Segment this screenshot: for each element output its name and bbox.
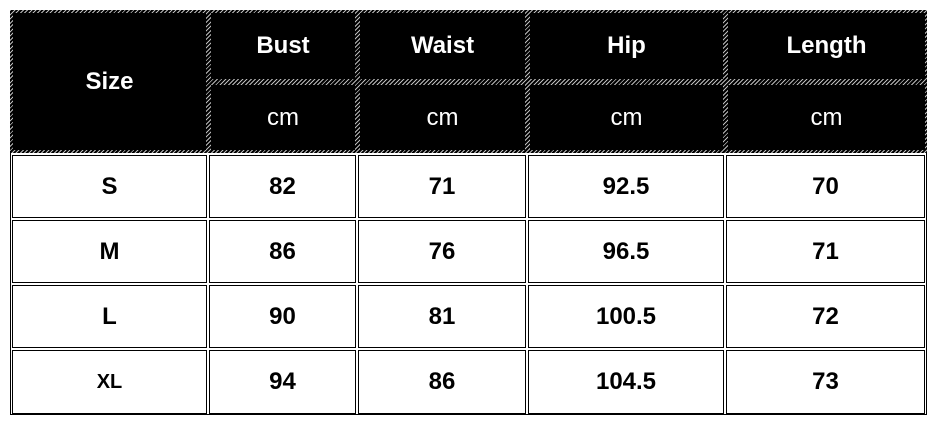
- value-cell: 73: [726, 350, 925, 414]
- size-cell: XL: [12, 350, 207, 414]
- size-cell: M: [12, 220, 207, 283]
- value-cell: 94: [209, 350, 356, 414]
- value-cell: 71: [726, 220, 925, 283]
- value-cell: 100.5: [528, 285, 724, 348]
- header-unit: cm: [211, 85, 355, 150]
- value-cell: 82: [209, 155, 356, 218]
- value-cell: 70: [726, 155, 925, 218]
- header-bust: Bust: [211, 13, 355, 79]
- size-cell: S: [12, 155, 207, 218]
- header-size: Size: [13, 13, 206, 150]
- header-unit: cm: [360, 85, 525, 150]
- value-cell: 81: [358, 285, 526, 348]
- header-hip: Hip: [530, 13, 723, 79]
- header-unit: cm: [728, 85, 925, 150]
- value-cell: 90: [209, 285, 356, 348]
- value-cell: 76: [358, 220, 526, 283]
- value-cell: 71: [358, 155, 526, 218]
- value-cell: 86: [209, 220, 356, 283]
- header-length: Length: [728, 13, 925, 79]
- value-cell: 96.5: [528, 220, 724, 283]
- size-cell: L: [12, 285, 207, 348]
- value-cell: 72: [726, 285, 925, 348]
- value-cell: 92.5: [528, 155, 724, 218]
- value-cell: 86: [358, 350, 526, 414]
- table-body-frame: [10, 153, 927, 415]
- header-unit: cm: [530, 85, 723, 150]
- value-cell: 104.5: [528, 350, 724, 414]
- header-waist: Waist: [360, 13, 525, 79]
